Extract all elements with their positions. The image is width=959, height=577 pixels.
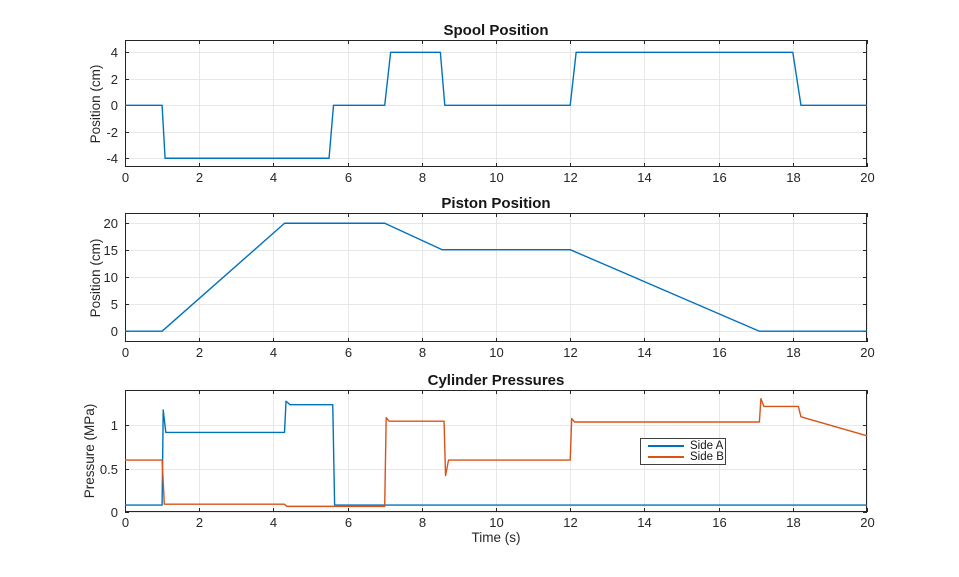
legend-label-side-a: Side A [690,440,724,452]
y-tick-label: -2 [106,125,118,140]
x-tick-label: 16 [712,345,726,360]
side-a-line-swatch [648,445,684,448]
y-tick-label: 1 [111,418,118,433]
x-tick-label: 4 [270,170,277,185]
y-tick-label: 0 [111,98,118,113]
x-tick-label: 14 [637,345,651,360]
spool-position-title: Spool Position [443,22,549,39]
x-tick-label: 0 [122,515,129,530]
side-b-line [125,397,868,508]
x-tick-label: 20 [860,515,874,530]
y-tick-label: 5 [111,297,118,312]
x-tick-label: 10 [489,345,503,360]
y-tick-label: 15 [104,243,118,258]
piston-line [125,222,867,332]
x-tick-label: 20 [860,170,874,185]
x-tick-label: 6 [345,515,352,530]
side-b-line-swatch [648,455,684,458]
y-tick-label: 10 [104,270,118,285]
spool-y-axis-label: Position (cm) [88,64,103,144]
piston-y-axis-label: Position (cm) [88,238,103,318]
x-tick-label: 18 [786,170,800,185]
legend-item-side-a[interactable]: Side A [641,441,725,452]
x-tick-label: 2 [196,170,203,185]
x-tick-label: 6 [345,170,352,185]
cylinder-pressures-title: Cylinder Pressures [427,372,565,389]
x-tick-label: 8 [419,345,426,360]
spool-line [125,51,867,159]
x-tick-label: 2 [196,345,203,360]
pressure-y-axis-label: Pressure (MPa) [82,403,97,499]
x-tick-label: 6 [345,345,352,360]
subplot-1: 0 2 4 6 8 10 12 14 16 18 20 0 5 10 15 20 [104,213,875,360]
x-tick-label: 0 [122,170,129,185]
legend-label-side-b: Side B [690,450,724,463]
x-tick-label: 10 [489,515,503,530]
y-tick-label: 2 [111,72,118,87]
y-tick-label: 20 [104,216,118,231]
x-tick-label: 18 [786,515,800,530]
legend-item-side-b[interactable]: Side B [641,450,725,463]
y-tick-label: 0 [111,505,118,520]
y-tick-label: -4 [106,151,118,166]
legend: Side A Side B [640,438,726,465]
y-tick-label: 0.5 [100,462,118,477]
x-tick-label: 10 [489,170,503,185]
x-tick-label: 18 [786,345,800,360]
x-tick-label: 16 [712,170,726,185]
x-tick-label: 4 [270,345,277,360]
side-a-line [125,400,867,506]
y-tick-label: 4 [111,45,118,60]
time-axis-label: Time (s) [471,530,521,545]
subplot-0: 0 2 4 6 8 10 12 14 16 18 20 -4 -2 0 2 4 [106,40,875,185]
x-tick-label: 14 [637,515,651,530]
x-tick-label: 4 [270,515,277,530]
x-tick-label: 12 [563,170,577,185]
x-tick-label: 8 [419,170,426,185]
x-tick-label: 0 [122,345,129,360]
x-tick-label: 2 [196,515,203,530]
x-tick-label: 20 [860,345,874,360]
x-tick-label: 12 [563,515,577,530]
x-tick-label: 12 [563,345,577,360]
y-tick-label: 0 [111,324,118,339]
piston-position-title: Piston Position [441,195,551,212]
x-tick-label: 14 [637,170,651,185]
x-tick-label: 8 [419,515,426,530]
subplot-2: 0 2 4 6 8 10 12 14 16 18 20 0 0.5 1 [100,390,875,530]
x-tick-label: 16 [712,515,726,530]
